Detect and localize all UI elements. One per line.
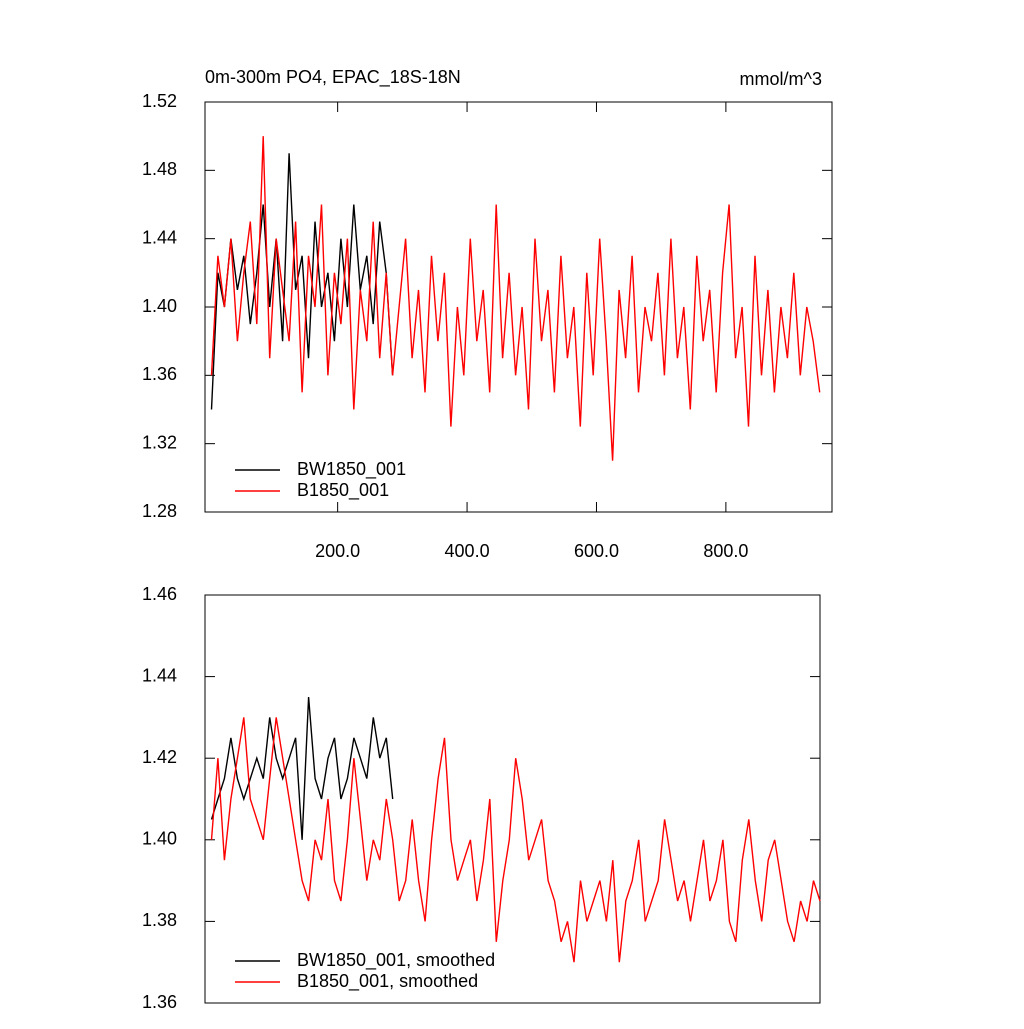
- y-tick-label: 1.44: [142, 227, 177, 247]
- x-tick-label: 600.0: [574, 541, 619, 561]
- x-tick-label: 400.0: [445, 541, 490, 561]
- y-tick-label: 1.28: [142, 501, 177, 521]
- series-line: [210, 696, 394, 840]
- legend-label: B1850_001: [297, 480, 389, 501]
- y-tick-label: 1.42: [142, 747, 177, 767]
- legend-label: BW1850_001: [297, 459, 406, 480]
- y-tick-label: 1.40: [142, 296, 177, 316]
- units-label: mmol/m^3: [740, 69, 822, 89]
- x-tick-label: 800.0: [703, 541, 748, 561]
- series-line: [210, 717, 821, 963]
- chart-title: 0m-300m PO4, EPAC_18S-18N: [205, 67, 461, 88]
- series-line: [210, 136, 821, 461]
- legend-label: BW1850_001, smoothed: [297, 950, 495, 971]
- y-tick-label: 1.48: [142, 159, 177, 179]
- y-tick-label: 1.36: [142, 992, 177, 1012]
- y-tick-label: 1.52: [142, 91, 177, 111]
- y-tick-label: 1.40: [142, 829, 177, 849]
- y-tick-label: 1.36: [142, 364, 177, 384]
- y-tick-label: 1.44: [142, 665, 177, 685]
- legend-label: B1850_001, smoothed: [297, 971, 478, 992]
- plot-frame: [204, 594, 821, 1004]
- x-tick-label: 200.0: [315, 541, 360, 561]
- y-tick-label: 1.38: [142, 910, 177, 930]
- y-tick-label: 1.32: [142, 432, 177, 452]
- y-tick-label: 1.46: [142, 584, 177, 604]
- series-line: [210, 153, 394, 410]
